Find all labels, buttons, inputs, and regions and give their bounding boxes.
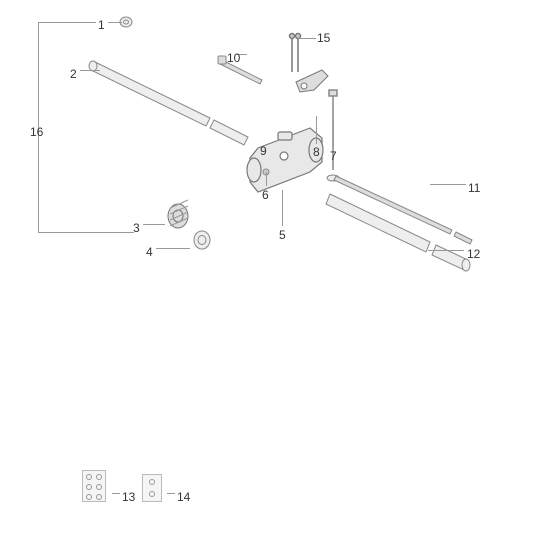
callout-4: 4	[146, 245, 153, 259]
callout-13: 13	[122, 490, 135, 504]
callout-14: 14	[177, 490, 190, 504]
callout-1: 1	[98, 18, 105, 32]
callout-5: 5	[279, 228, 286, 242]
leader-line	[143, 224, 165, 225]
leader-line	[316, 116, 317, 144]
callout-9: 9	[260, 144, 267, 158]
leader-line	[156, 248, 190, 249]
callout-15: 15	[317, 31, 330, 45]
callout-8: 8	[313, 145, 320, 159]
leader-line	[333, 120, 334, 148]
leader-line	[428, 250, 464, 251]
leader-line	[80, 70, 100, 71]
callout-10: 10	[227, 51, 240, 65]
callout-3: 3	[133, 221, 140, 235]
leader-line	[298, 38, 316, 39]
decal-14	[142, 474, 162, 502]
leader-line	[298, 38, 299, 58]
leader-line	[430, 184, 466, 185]
callout-7: 7	[330, 149, 337, 163]
leader-line	[38, 232, 134, 233]
leader-line	[108, 22, 122, 23]
leader-line	[38, 22, 96, 23]
leader-line	[282, 190, 283, 226]
decal-13	[82, 470, 106, 502]
leader-line	[112, 493, 120, 494]
callout-16: 16	[30, 125, 43, 139]
leader-line	[266, 172, 267, 186]
callout-12: 12	[467, 247, 480, 261]
callout-2: 2	[70, 67, 77, 81]
callout-11: 11	[468, 181, 480, 195]
callout-6: 6	[262, 188, 269, 202]
leader-line	[167, 493, 175, 494]
